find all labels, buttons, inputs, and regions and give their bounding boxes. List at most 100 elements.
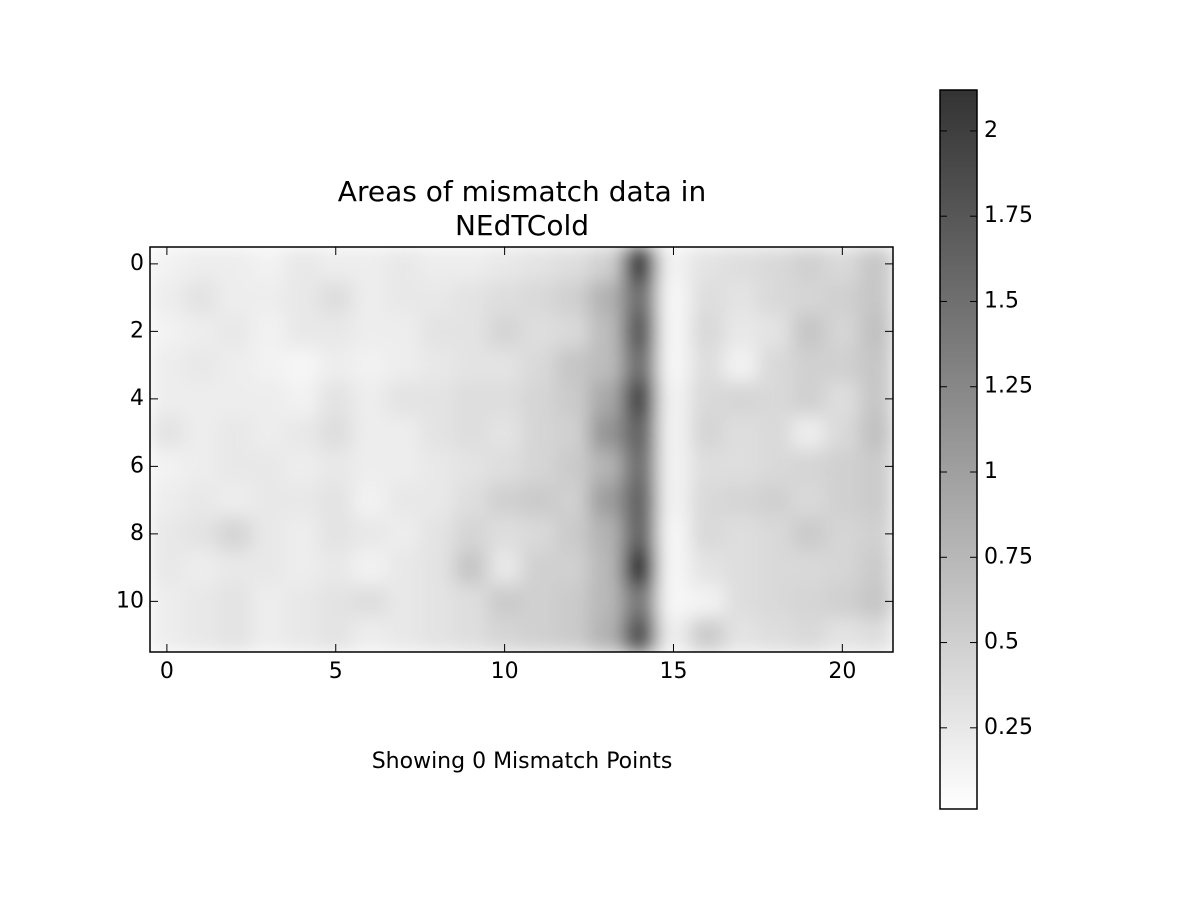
colorbar-tick-label: 1.5 (984, 288, 1019, 313)
heatmap-cell (724, 314, 759, 349)
heatmap-cell (622, 348, 658, 383)
heatmap-cell (622, 415, 658, 450)
heatmap-cell (487, 280, 522, 315)
heatmap-cell (724, 618, 759, 652)
heatmap-cell (521, 618, 556, 652)
heatmap-cell (183, 348, 219, 383)
heatmap-cell (183, 483, 219, 518)
heatmap-cell (386, 517, 421, 552)
heatmap-cell (285, 517, 320, 552)
heatmap-cell (285, 618, 320, 652)
heatmap-cell (690, 550, 725, 585)
heatmap-cell (217, 382, 252, 417)
heatmap-cell (589, 449, 624, 484)
heatmap-cell (690, 517, 725, 552)
heatmap-cell (487, 382, 522, 417)
heatmap-cell (757, 348, 793, 383)
heatmap-cell (150, 348, 185, 383)
heatmap-cell (251, 348, 286, 383)
heatmap-cell (352, 483, 387, 518)
heatmap-cell (217, 483, 252, 518)
heatmap-cell (825, 415, 860, 450)
x-tick-label: 15 (659, 659, 687, 684)
heatmap-cell (690, 618, 725, 652)
heatmap-cell (656, 415, 691, 450)
heatmap-cell (217, 550, 252, 585)
y-tick-label: 8 (130, 521, 144, 546)
heatmap-cell (589, 550, 624, 585)
heatmap-cell (453, 314, 489, 349)
heatmap-cell (352, 517, 387, 552)
heatmap-cell (318, 382, 354, 417)
heatmap-cell (150, 415, 185, 450)
heatmap-cell (825, 517, 860, 552)
heatmap-cell (453, 517, 489, 552)
heatmap-cell (589, 618, 624, 652)
heatmap-cell (352, 247, 387, 282)
heatmap-cell (453, 550, 489, 585)
heatmap-cell (622, 382, 658, 417)
plot-frame (149, 246, 894, 653)
heatmap-cell (217, 314, 252, 349)
heatmap-cell (825, 483, 860, 518)
heatmap-cell (487, 483, 522, 518)
heatmap-cell (251, 618, 286, 652)
heatmap-cell (352, 584, 387, 619)
heatmap-cell (318, 348, 354, 383)
heatmap-cell (420, 550, 455, 585)
heatmap-cell (757, 247, 793, 282)
heatmap-cell (217, 618, 252, 652)
heatmap-cell (352, 382, 387, 417)
heatmap-cell (285, 550, 320, 585)
heatmap-cell (724, 280, 759, 315)
heatmap-cell (183, 382, 219, 417)
heatmap-cell (150, 280, 185, 315)
heatmap-cell (420, 280, 455, 315)
y-tick-label: 10 (116, 588, 144, 613)
heatmap-cell (724, 584, 759, 619)
heatmap-cell (555, 348, 590, 383)
heatmap-cell (555, 247, 590, 282)
heatmap-cell (555, 618, 590, 652)
heatmap-cell (251, 550, 286, 585)
heatmap-cell (487, 415, 522, 450)
heatmap-cell (791, 247, 826, 282)
heatmap-cell (690, 348, 725, 383)
heatmap-cell (656, 314, 691, 349)
heatmap-area (150, 247, 893, 652)
heatmap-cell (757, 280, 793, 315)
heatmap-cell (386, 348, 421, 383)
heatmap-cell (757, 382, 793, 417)
heatmap-cell (825, 449, 860, 484)
heatmap-cell (690, 280, 725, 315)
heatmap-cell (690, 314, 725, 349)
heatmap-cell (420, 618, 455, 652)
heatmap-cell (724, 517, 759, 552)
heatmap-cell (386, 483, 421, 518)
heatmap-cell (487, 348, 522, 383)
heatmap-cell (251, 584, 286, 619)
heatmap-cell (555, 483, 590, 518)
heatmap-cell (589, 483, 624, 518)
heatmap-cell (420, 247, 455, 282)
heatmap-cell (386, 618, 421, 652)
heatmap-cell (656, 348, 691, 383)
heatmap-cell (318, 483, 354, 518)
heatmap-cell (656, 382, 691, 417)
colorbar-tick-label: 0.75 (984, 544, 1033, 569)
heatmap-cell (589, 382, 624, 417)
colorbar-tick-label: 2 (984, 118, 998, 143)
chart-title: NEdTCold (455, 209, 589, 242)
heatmap-cell (622, 550, 658, 585)
heatmap-cell (453, 247, 489, 282)
x-tick-label: 20 (828, 659, 856, 684)
heatmap-cell (217, 449, 252, 484)
heatmap-cell (183, 415, 219, 450)
heatmap-cell (555, 449, 590, 484)
heatmap-cell (251, 449, 286, 484)
heatmap-cell (487, 584, 522, 619)
chart-title: Areas of mismatch data in (338, 175, 706, 208)
heatmap-cell (622, 314, 658, 349)
heatmap-cell (555, 550, 590, 585)
